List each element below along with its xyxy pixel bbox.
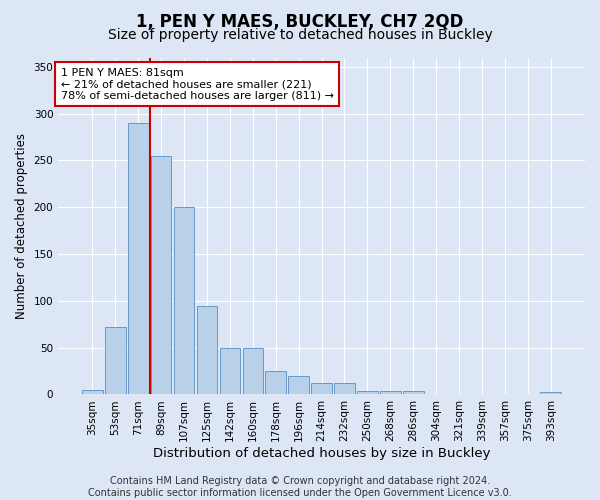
Bar	[197, 306, 217, 394]
Bar	[82, 390, 103, 394]
Y-axis label: Number of detached properties: Number of detached properties	[15, 133, 28, 319]
Bar	[174, 208, 194, 394]
Bar	[242, 348, 263, 395]
Bar	[289, 376, 309, 394]
Text: Size of property relative to detached houses in Buckley: Size of property relative to detached ho…	[107, 28, 493, 42]
Text: 1 PEN Y MAES: 81sqm
← 21% of detached houses are smaller (221)
78% of semi-detac: 1 PEN Y MAES: 81sqm ← 21% of detached ho…	[61, 68, 334, 101]
Bar	[265, 371, 286, 394]
Bar	[403, 390, 424, 394]
Bar	[220, 348, 240, 395]
Text: 1, PEN Y MAES, BUCKLEY, CH7 2QD: 1, PEN Y MAES, BUCKLEY, CH7 2QD	[136, 12, 464, 30]
Bar	[357, 390, 378, 394]
Bar	[105, 327, 125, 394]
Bar	[128, 123, 149, 394]
Bar	[334, 383, 355, 394]
X-axis label: Distribution of detached houses by size in Buckley: Distribution of detached houses by size …	[153, 447, 490, 460]
Bar	[311, 383, 332, 394]
Bar	[380, 390, 401, 394]
Bar	[541, 392, 561, 394]
Bar	[151, 156, 172, 394]
Text: Contains HM Land Registry data © Crown copyright and database right 2024.
Contai: Contains HM Land Registry data © Crown c…	[88, 476, 512, 498]
